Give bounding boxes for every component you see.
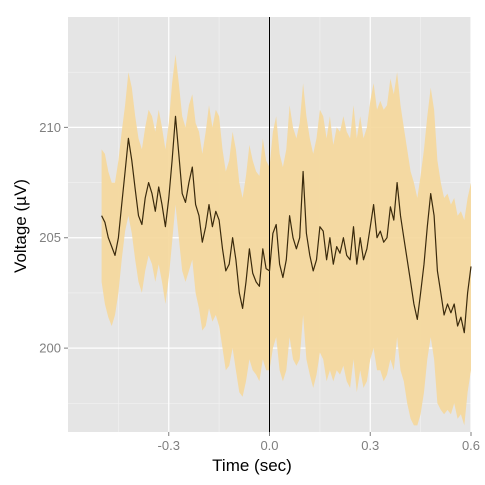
- y-tick-label: 210: [39, 120, 61, 135]
- x-tick-label: 0.3: [361, 438, 379, 453]
- x-axis-ticks: -0.3 0.0 0.3 0.6: [158, 432, 480, 453]
- confidence-band: [101, 54, 471, 426]
- series-mean-line: [101, 115, 472, 334]
- y-axis-ticks: 200 205 210: [39, 120, 68, 356]
- y-tick-label: 200: [39, 341, 61, 356]
- x-axis-title: Time (sec): [212, 456, 292, 475]
- x-tick-label: -0.3: [158, 438, 180, 453]
- x-tick-label: 0.6: [462, 438, 480, 453]
- y-axis-title: Voltage (µV): [11, 179, 30, 273]
- y-tick-label: 205: [39, 230, 61, 245]
- x-tick-label: 0.0: [260, 438, 278, 453]
